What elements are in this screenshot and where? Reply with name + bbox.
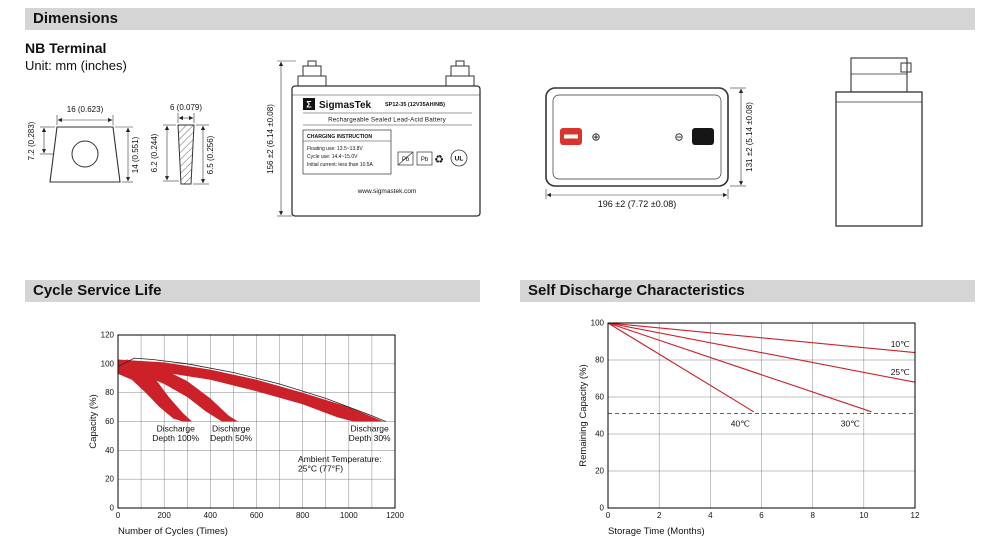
self-discharge-header: Self Discharge Characteristics [520, 280, 975, 302]
terminal-width-dim: 16 (0.623) [67, 105, 104, 114]
chart-annotation: Ambient Temperature: 25°C (77°F) [298, 454, 381, 474]
y-tick-label: 80 [105, 388, 114, 397]
battery-front-label: 156 ±2 (6.14 ±0.08) Σ SigmasTek SP12-35 … [266, 100, 463, 196]
top-depth-dim: 131 ±2 (5.14 ±0.08) [745, 102, 754, 172]
battery-type-text: Rechargeable Sealed Lead-Acid Battery [328, 117, 447, 124]
terminal-partial-height-dim: 7.2 (0.283) [27, 121, 36, 160]
discharge-band [118, 361, 238, 422]
cycle-service-life-chart: 0 200 400 600 800 1000 1200 0 20 40 60 80 100 120 Disc… [88, 331, 404, 538]
front-height-dim: 156 ±2 (6.14 ±0.08) [266, 104, 275, 174]
line-label: 25℃ [891, 367, 910, 377]
x-axis-label: Storage Time (Months) [608, 526, 705, 537]
minus-symbol: ⊖ [674, 132, 683, 144]
section-right-dim: 6.5 (0.256) [206, 135, 215, 174]
pb-mark-text: Pb [421, 157, 429, 163]
section-width-dim: 6 (0.079) [170, 103, 202, 112]
brand-text: SigmasTek [319, 100, 371, 111]
discharge-line [607, 322, 755, 413]
battery-top-dims: ⊕ ⊖ 196 ±2 (7.72 ±0.08) 131 ±2 (5.14 ±0.… [591, 102, 754, 209]
x-tick-label: 12 [911, 511, 920, 520]
x-tick-label: 8 [810, 511, 815, 520]
x-tick-label: 0 [116, 511, 121, 520]
y-tick-label: 80 [595, 356, 604, 365]
line-label: 30℃ [841, 419, 860, 429]
x-tick-label: 400 [204, 511, 218, 520]
x-tick-label: 0 [606, 511, 611, 520]
y-tick-label: 60 [105, 417, 114, 426]
x-tick-label: 4 [708, 511, 713, 520]
x-axis-label: Number of Cycles (Times) [118, 526, 228, 537]
plus-symbol: ⊕ [591, 132, 600, 144]
terminal-front-drawing [40, 115, 133, 183]
charging-title: CHARGING INSTRUCTION [307, 134, 372, 140]
x-tick-label: 10 [859, 511, 868, 520]
y-tick-label: 40 [105, 446, 114, 455]
y-tick-label: 20 [595, 467, 604, 476]
battery-side-view [835, 57, 923, 227]
website-text: www.sigmastek.com [357, 188, 417, 195]
y-tick-label: 0 [600, 504, 605, 513]
sigmastek-logo [303, 98, 315, 110]
x-tick-label: 200 [157, 511, 171, 520]
y-tick-label: 20 [105, 475, 114, 484]
ul-icon [450, 149, 468, 167]
y-tick-label: 60 [595, 393, 604, 402]
x-tick-label: 800 [296, 511, 310, 520]
ul-mark-text: UL [455, 156, 464, 163]
y-tick-label: 40 [595, 430, 604, 439]
x-tick-label: 1000 [340, 511, 358, 520]
cycle-service-life-header: Cycle Service Life [25, 280, 480, 302]
model-text: SP12-35 (12V35AH/NB) [385, 102, 445, 108]
pb-mark-text: Pb [402, 157, 410, 163]
pb-icon [416, 151, 433, 166]
y-tick-label: 100 [591, 319, 605, 328]
top-width-dim: 196 ±2 (7.72 ±0.08) [598, 199, 676, 209]
y-axis-label: Remaining Capacity (%) [578, 364, 589, 466]
x-tick-label: 600 [250, 511, 264, 520]
terminal-full-height-dim: 14 (0.551) [131, 136, 140, 173]
charging-line3: Initial current: less than 10.5A [307, 162, 374, 168]
plot-border [607, 322, 916, 509]
terminal-section-drawing [163, 113, 209, 185]
pb-icon [397, 151, 414, 166]
unit-note: Unit: mm (inches) [25, 58, 127, 73]
x-tick-label: 2 [657, 511, 662, 520]
y-tick-label: 100 [101, 359, 115, 368]
y-tick-label: 0 [110, 504, 115, 513]
x-tick-label: 6 [759, 511, 764, 520]
x-tick-label: 1200 [386, 511, 404, 520]
y-tick-label: 120 [101, 331, 115, 340]
section-left-dim: 6.2 (0.244) [150, 133, 159, 172]
dimensions-section-header: Dimensions [25, 8, 975, 30]
chart-annotation: Discharge Depth 30% [349, 424, 391, 444]
battery-top-view [545, 87, 746, 199]
charging-line2: Cycle use: 14.4~15.0V [307, 154, 358, 160]
sigmastek-logo-glyph: Σ [306, 100, 312, 110]
recycle-icon: ♻ [434, 154, 444, 166]
discharge-band [118, 359, 384, 422]
chart-annotation: Discharge Depth 50% [210, 424, 252, 444]
line-label: 10℃ [891, 339, 910, 349]
line-label: 40℃ [731, 419, 750, 429]
charging-line1: Floating use: 13.5~13.8V [307, 146, 363, 152]
discharge-band [118, 359, 192, 422]
plot-border [117, 334, 396, 509]
battery-front-view [277, 60, 481, 217]
reference-curve [117, 357, 386, 422]
discharge-line [607, 322, 916, 354]
nb-terminal-subtitle: NB Terminal [25, 40, 107, 56]
negative-terminal [692, 128, 714, 145]
terminal-section-dims: 6 (0.079) 6.2 (0.244) 6.5 (0.256) [150, 103, 215, 174]
terminal-front-dims: 16 (0.623) 7.2 (0.283) 14 (0.551) [27, 105, 140, 173]
dimension-drawings: 16 (0.623) 7.2 (0.283) 14 (0.551) 6 (0.0… [27, 57, 923, 227]
discharge-line [607, 322, 916, 383]
self-discharge-chart: 10℃ 25℃ 30℃ 40℃ 0 2 4 6 8 10 12 0 20 40 60 80 100 Storage… [578, 319, 920, 538]
chart-annotation: Discharge Depth 100% [152, 424, 199, 444]
y-axis-label: Capacity (%) [88, 394, 99, 448]
discharge-line [607, 322, 872, 413]
